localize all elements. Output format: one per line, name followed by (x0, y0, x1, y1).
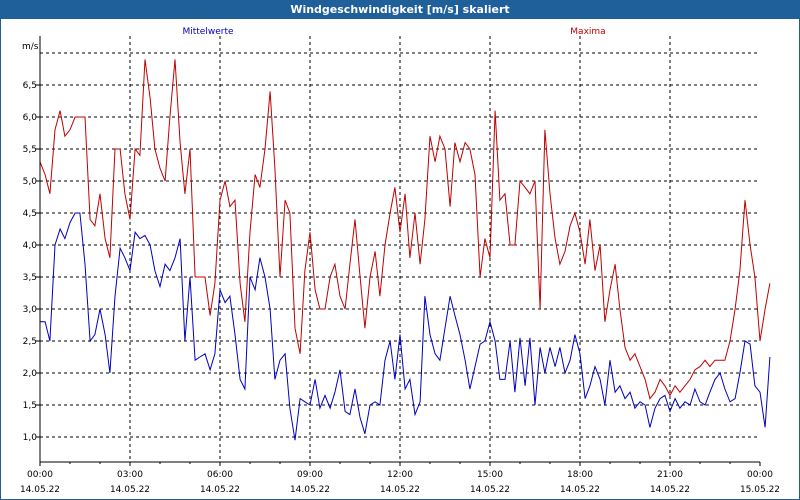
y-tick-label: 6,0 (23, 113, 38, 123)
x-axis-ticks: 00:00 14.05.22 03:00 14.05.22 06:00 14.05.22 0… (20, 462, 780, 495)
y-tick-label: 6,5 (23, 81, 37, 91)
y-tick-label: 3,5 (23, 273, 37, 283)
legend-mittelwerte: Mittelwerte (182, 27, 233, 37)
x-tick-date: 15.05.22 (740, 485, 780, 495)
y-tick-label: 5,0 (23, 177, 38, 187)
x-tick-date: 14.05.22 (380, 485, 420, 495)
chart-title: Windgeschwindigkeit [m/s] skaliert (0, 0, 800, 19)
x-tick-date: 14.05.22 (650, 485, 690, 495)
x-tick-time: 18:00 (567, 470, 593, 480)
series-lines (39, 59, 771, 441)
legend-maxima: Maxima (570, 27, 605, 37)
x-tick-time: 00:00 (27, 470, 53, 480)
grid-lines (40, 36, 760, 462)
x-tick-date: 14.05.22 (470, 485, 510, 495)
y-axis-label: m/s (22, 42, 39, 52)
x-tick-date: 14.05.22 (560, 485, 600, 495)
x-tick-time: 12:00 (387, 470, 413, 480)
y-tick-label: 5,5 (23, 145, 37, 155)
x-tick-time: 03:00 (117, 470, 143, 480)
x-tick-time: 15:00 (477, 470, 503, 480)
y-tick-label: 4,0 (23, 241, 38, 251)
y-tick-label: 3,0 (23, 305, 38, 315)
y-tick-label: 1,5 (23, 401, 37, 411)
x-tick-time: 06:00 (207, 470, 233, 480)
x-tick-time: 09:00 (297, 470, 323, 480)
series-line-maxima (39, 59, 771, 400)
y-axis-ticks: 1,0 1,5 2,0 2,5 3,0 3,5 4,0 4,5 5,0 5,5 6,0 6,5 (23, 81, 40, 443)
y-tick-label: 1,0 (23, 433, 38, 443)
x-tick-date: 14.05.22 (20, 485, 60, 495)
x-tick-time: 21:00 (657, 470, 683, 480)
y-tick-label: 4,5 (23, 209, 37, 219)
y-tick-label: 2,0 (23, 369, 38, 379)
x-tick-date: 14.05.22 (200, 485, 240, 495)
y-tick-label: 2,5 (23, 337, 37, 347)
x-tick-time: 00:00 (747, 470, 773, 480)
series-line-mittelwerte (40, 212, 771, 441)
x-tick-date: 14.05.22 (110, 485, 150, 495)
x-tick-date: 14.05.22 (290, 485, 330, 495)
